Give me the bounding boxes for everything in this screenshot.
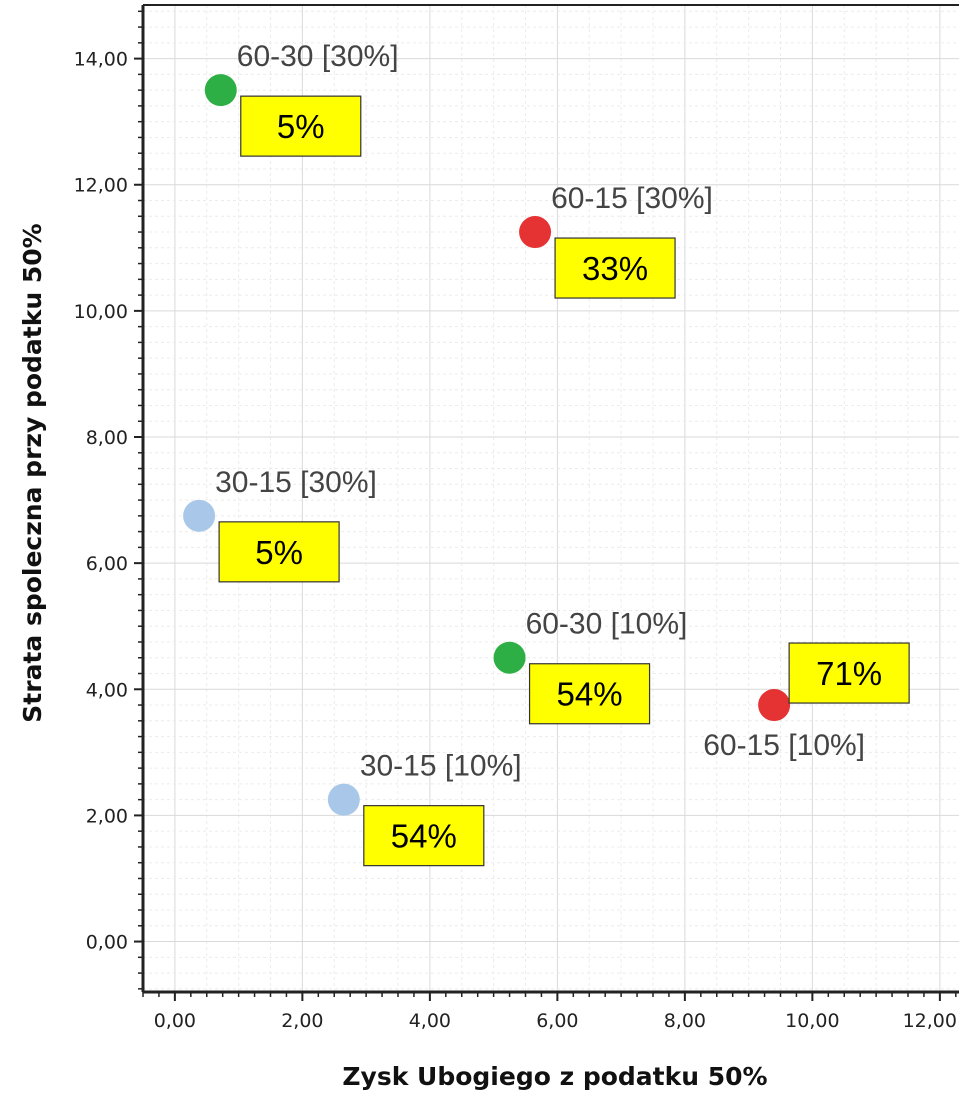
data-point-group: 60-15 [10%] 71% <box>703 642 910 762</box>
data-point-marker <box>493 641 526 674</box>
percent-callout-box <box>528 663 651 725</box>
x-tick-label: 12,00 <box>903 1010 957 1032</box>
axes <box>134 4 959 1001</box>
y-tick-label: 14,00 <box>74 49 128 71</box>
x-tick-label: 10,00 <box>785 1010 839 1032</box>
data-point-label: 60-30 [30%] <box>237 40 399 73</box>
data-point-group: 30-15 [10%] 54% <box>327 750 522 867</box>
data-point-marker <box>519 216 552 249</box>
data-point-label: 30-15 [30%] <box>215 466 377 499</box>
percent-callout-label: 71% <box>816 655 882 692</box>
x-axis-title: Zysk Ubogiego z podatku 50% <box>342 1062 767 1091</box>
data-point-marker <box>327 783 360 816</box>
x-tick-label: 0,00 <box>154 1010 196 1032</box>
data-point-marker <box>183 499 216 532</box>
percent-callout-box <box>788 642 910 704</box>
data-point-label: 30-15 [10%] <box>360 750 522 783</box>
percent-callout-label: 5% <box>255 534 303 571</box>
data-point-label: 60-30 [10%] <box>526 608 688 641</box>
data-point-marker <box>204 74 237 107</box>
data-point-group: 60-30 [10%] 54% <box>493 608 688 725</box>
y-tick-label: 2,00 <box>86 805 128 827</box>
y-tick-label: 10,00 <box>74 301 128 323</box>
data-points: 60-30 [30%] 5% 60-15 [30%] 33% 30-15 [30%] 5%… <box>183 40 910 867</box>
tick-labels: 0,00 2,00 4,00 6,00 8,00 10,00 12,00 14,00 0,00 2… <box>74 49 957 1032</box>
percent-callout-box <box>363 805 485 867</box>
percent-callout-box <box>218 521 340 583</box>
data-point-group: 60-30 [30%] 5% <box>204 40 399 157</box>
percent-callout-label: 54% <box>557 676 623 713</box>
percent-callout-box <box>554 237 676 299</box>
data-point-group: 30-15 [30%] 5% <box>183 466 377 583</box>
y-tick-label: 12,00 <box>74 175 128 197</box>
data-point-group: 60-15 [30%] 33% <box>519 182 713 299</box>
data-point-marker <box>758 689 791 722</box>
y-tick-label: 8,00 <box>86 427 128 449</box>
y-tick-label: 4,00 <box>86 679 128 701</box>
percent-callout-box <box>240 95 362 157</box>
x-tick-label: 2,00 <box>281 1010 323 1032</box>
percent-callout-label: 54% <box>391 818 457 855</box>
y-axis-title: Strata spoleczna przy podatku 50% <box>18 223 47 722</box>
x-tick-label: 8,00 <box>664 1010 706 1032</box>
x-tick-label: 6,00 <box>536 1010 578 1032</box>
data-point-label: 60-15 [10%] <box>703 729 865 762</box>
percent-callout-label: 5% <box>277 108 325 145</box>
percent-callout-label: 33% <box>582 250 648 287</box>
y-tick-label: 6,00 <box>86 553 128 575</box>
x-tick-label: 4,00 <box>409 1010 451 1032</box>
y-tick-label: 0,00 <box>86 932 128 954</box>
data-point-label: 60-15 [30%] <box>551 182 713 215</box>
